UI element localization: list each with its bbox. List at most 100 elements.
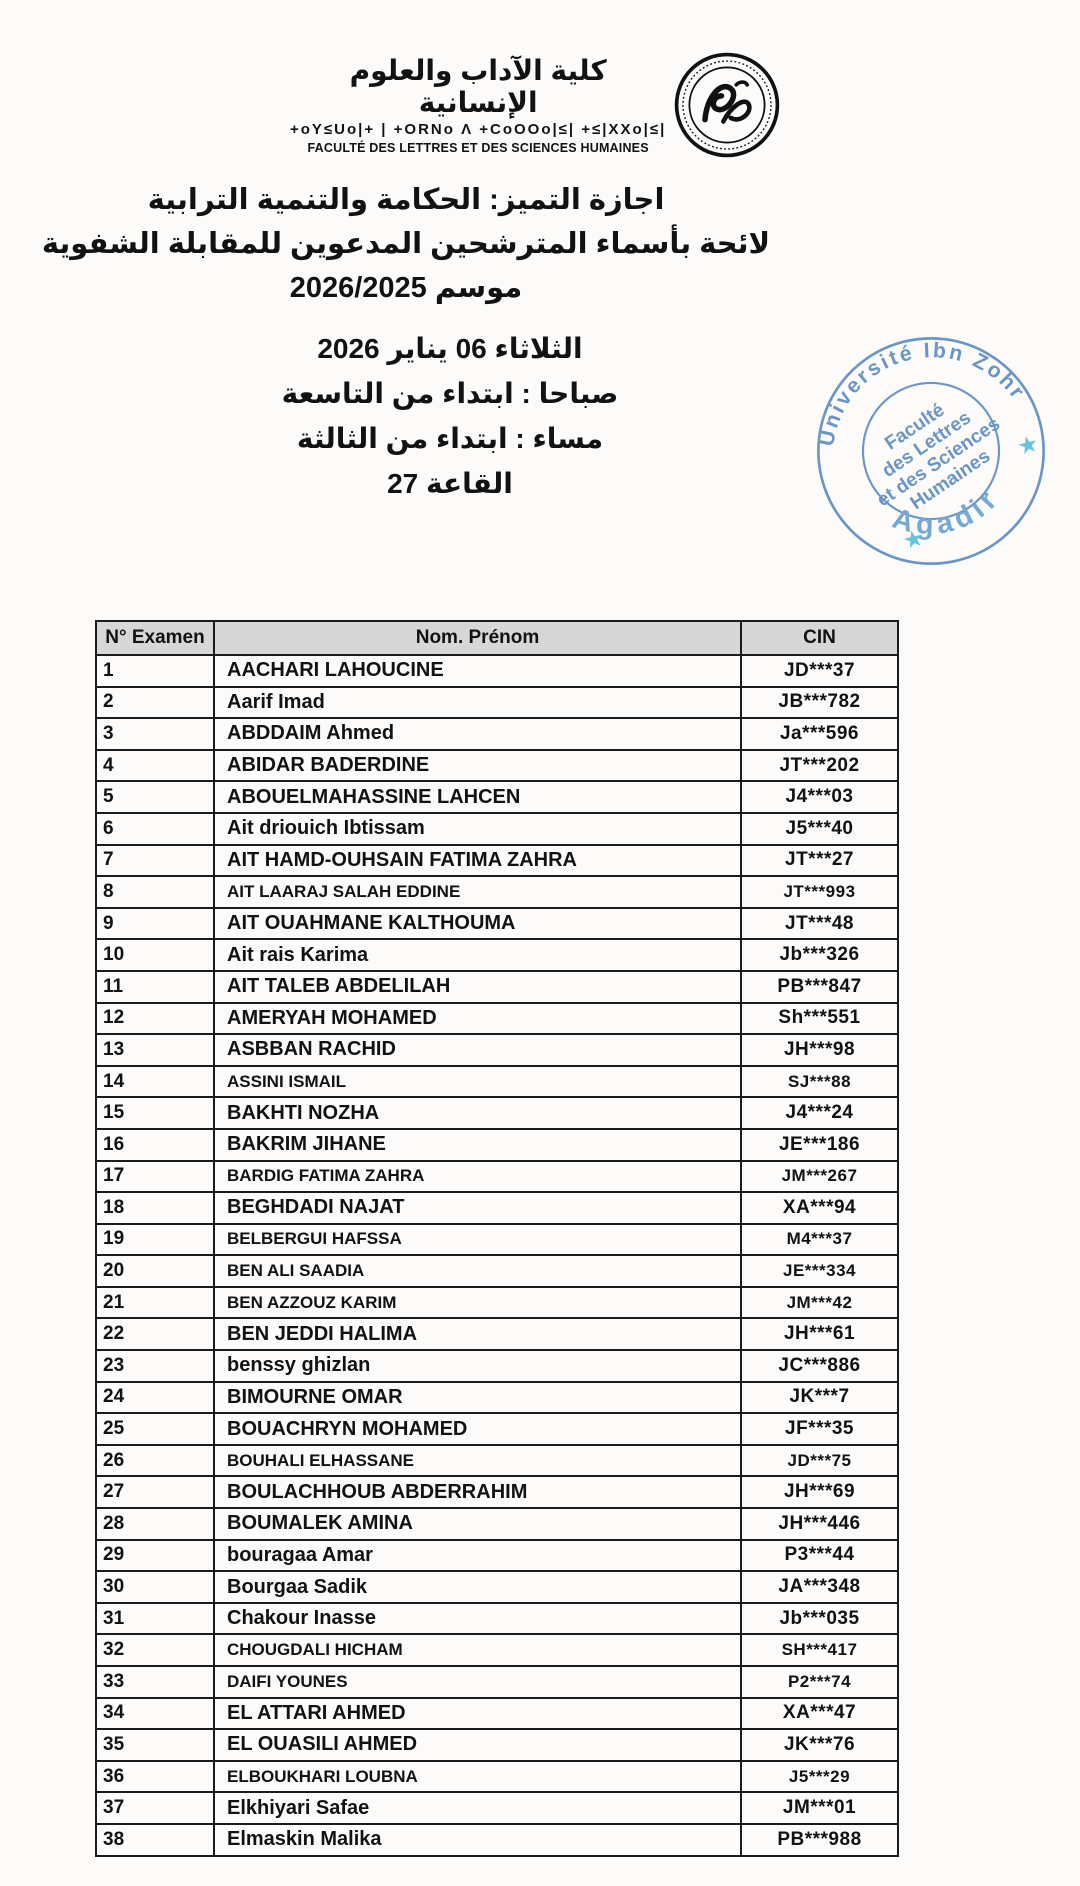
table-row: 13 ASBBAN RACHID JH***98: [95, 1033, 899, 1067]
table-row: 22 BEN JEDDI HALIMA JH***61: [95, 1317, 899, 1352]
table-row: 10 Ait rais Karima Jb***326: [95, 938, 899, 972]
table-row: 35 EL OUASILI AHMED JK***76: [95, 1728, 899, 1762]
letterhead: كلية الآداب والعلوم الإنسانية +oY≤Uo|+ |…: [290, 50, 780, 160]
cell-cin: JM***42: [740, 1285, 899, 1320]
cell-exam-number: 3: [95, 717, 215, 751]
cell-name: ABDDAIM Ahmed: [213, 717, 742, 751]
evening-session: مساء : ابتداء من الثالثة: [296, 423, 604, 454]
cell-name: Ait rais Karima: [213, 938, 742, 972]
faculty-name-arabic: كلية الآداب والعلوم الإنسانية: [349, 55, 607, 119]
cell-name: BAKHTI NOZHA: [213, 1096, 742, 1130]
cell-name: CHOUGDALI HICHAM: [213, 1633, 742, 1667]
cell-cin: JH***98: [740, 1033, 899, 1067]
cell-cin: XA***47: [740, 1696, 899, 1731]
cell-name: Ait driouich Ibtissam: [213, 811, 742, 846]
table-row: 16 BAKRIM JIHANE JE***186: [95, 1127, 899, 1162]
cell-cin: JB***782: [740, 685, 899, 720]
cell-name: AIT LAARAJ SALAH EDDINE: [213, 875, 742, 909]
cell-exam-number: 36: [95, 1759, 215, 1794]
cell-name: BEN AZZOUZ KARIM: [213, 1285, 742, 1320]
table-row: 4 ABIDAR BADERDINE JT***202: [95, 748, 899, 783]
cell-exam-number: 13: [95, 1033, 215, 1067]
table-row: 24 BIMOURNE OMAR JK***7: [95, 1380, 899, 1415]
cell-name: AMERYAH MOHAMED: [213, 1001, 742, 1036]
list-title: لائحة بأسماء المترشحين المدعوين للمقابلة…: [41, 228, 771, 260]
cell-cin: JT***27: [740, 843, 899, 878]
cell-name: BOUMALEK AMINA: [213, 1507, 742, 1541]
cell-cin: JE***186: [740, 1127, 899, 1162]
faculty-name-french: FACULTÉ DES LETTRES ET DES SCIENCES HUMA…: [307, 140, 649, 155]
cell-cin: P2***74: [740, 1665, 899, 1699]
cell-name: BELBERGUI HAFSSA: [213, 1222, 742, 1257]
cell-cin: JD***37: [740, 654, 899, 688]
cell-cin: JD***75: [740, 1443, 899, 1478]
table-row: 5 ABOUELMAHASSINE LAHCEN J4***03: [95, 780, 899, 814]
table-row: 25 BOUACHRYN MOHAMED JF***35: [95, 1412, 899, 1446]
cell-exam-number: 21: [95, 1285, 215, 1320]
table-row: 23 benssy ghizlan JC***886: [95, 1349, 899, 1383]
table-row: 37 Elkhiyari Safae JM***01: [95, 1791, 899, 1825]
university-logo-icon: [672, 50, 782, 160]
cell-name: benssy ghizlan: [213, 1349, 742, 1383]
cell-cin: J5***40: [740, 811, 899, 846]
cell-name: bouragaa Amar: [213, 1538, 742, 1573]
cell-name: Chakour Inasse: [213, 1601, 742, 1636]
table-row: 12 AMERYAH MOHAMED Sh***551: [95, 1001, 899, 1036]
table-header-row: N° Examen Nom. Prénom CIN: [95, 620, 899, 656]
table-row: 11 AIT TALEB ABDELILAH PB***847: [95, 969, 899, 1004]
cell-name: BOULACHHOUB ABDERRAHIM: [213, 1475, 742, 1510]
cell-exam-number: 12: [95, 1001, 215, 1036]
header-name: Nom. Prénom: [213, 620, 742, 656]
cell-exam-number: 19: [95, 1222, 215, 1257]
cell-cin: SJ***88: [740, 1064, 899, 1099]
cell-name: AIT OUAHMANE KALTHOUMA: [213, 906, 742, 941]
table-row: 3 ABDDAIM Ahmed Ja***596: [95, 717, 899, 751]
cell-name: BOUHALI ELHASSANE: [213, 1443, 742, 1478]
cell-name: AIT TALEB ABDELILAH: [213, 969, 742, 1004]
cell-name: Bourgaa Sadik: [213, 1570, 742, 1604]
cell-exam-number: 33: [95, 1665, 215, 1699]
cell-exam-number: 8: [95, 875, 215, 909]
cell-exam-number: 27: [95, 1475, 215, 1510]
cell-cin: PB***847: [740, 969, 899, 1004]
cell-exam-number: 35: [95, 1728, 215, 1762]
table-row: 28 BOUMALEK AMINA JH***446: [95, 1507, 899, 1541]
cell-exam-number: 23: [95, 1349, 215, 1383]
table-row: 34 EL ATTARI AHMED XA***47: [95, 1696, 899, 1731]
stamp-star-right-icon: ★: [1015, 430, 1042, 460]
cell-cin: Jb***035: [740, 1601, 899, 1636]
cell-name: ASSINI ISMAIL: [213, 1064, 742, 1099]
cell-exam-number: 1: [95, 654, 215, 688]
header-exam-number: N° Examen: [95, 620, 215, 656]
table-row: 29 bouragaa Amar P3***44: [95, 1538, 899, 1573]
table-row: 30 Bourgaa Sadik JA***348: [95, 1570, 899, 1604]
table-row: 27 BOULACHHOUB ABDERRAHIM JH***69: [95, 1475, 899, 1510]
cell-name: EL ATTARI AHMED: [213, 1696, 742, 1731]
cell-exam-number: 26: [95, 1443, 215, 1478]
cell-exam-number: 29: [95, 1538, 215, 1573]
cell-exam-number: 17: [95, 1159, 215, 1194]
morning-session: صباحا : ابتداء من التاسعة: [281, 378, 619, 409]
interview-date: الثلاثاء 06 يناير 2026: [317, 333, 583, 364]
cell-name: ELBOUKHARI LOUBNA: [213, 1759, 742, 1794]
cell-exam-number: 11: [95, 969, 215, 1004]
announcement-block: اجازة التميز: الحكامة والتنمية الترابية …: [0, 178, 812, 310]
table-row: 32 CHOUGDALI HICHAM SH***417: [95, 1633, 899, 1667]
table-row: 7 AIT HAMD-OUHSAIN FATIMA ZAHRA JT***27: [95, 843, 899, 878]
cell-cin: J5***29: [740, 1759, 899, 1794]
cell-exam-number: 37: [95, 1791, 215, 1825]
cell-name: BAKRIM JIHANE: [213, 1127, 742, 1162]
season: موسم 2026/2025: [289, 272, 523, 304]
cell-cin: JH***446: [740, 1507, 899, 1541]
table-row: 15 BAKHTI NOZHA J4***24: [95, 1096, 899, 1130]
cell-cin: P3***44: [740, 1538, 899, 1573]
cell-exam-number: 28: [95, 1507, 215, 1541]
cell-cin: JA***348: [740, 1570, 899, 1604]
table-row: 20 BEN ALI SAADIA JE***334: [95, 1254, 899, 1288]
cell-exam-number: 7: [95, 843, 215, 878]
cell-cin: JH***69: [740, 1475, 899, 1510]
room-number: القاعة 27: [387, 468, 513, 499]
table-row: 6 Ait driouich Ibtissam J5***40: [95, 811, 899, 846]
cell-exam-number: 20: [95, 1254, 215, 1288]
cell-cin: JE***334: [740, 1254, 899, 1288]
